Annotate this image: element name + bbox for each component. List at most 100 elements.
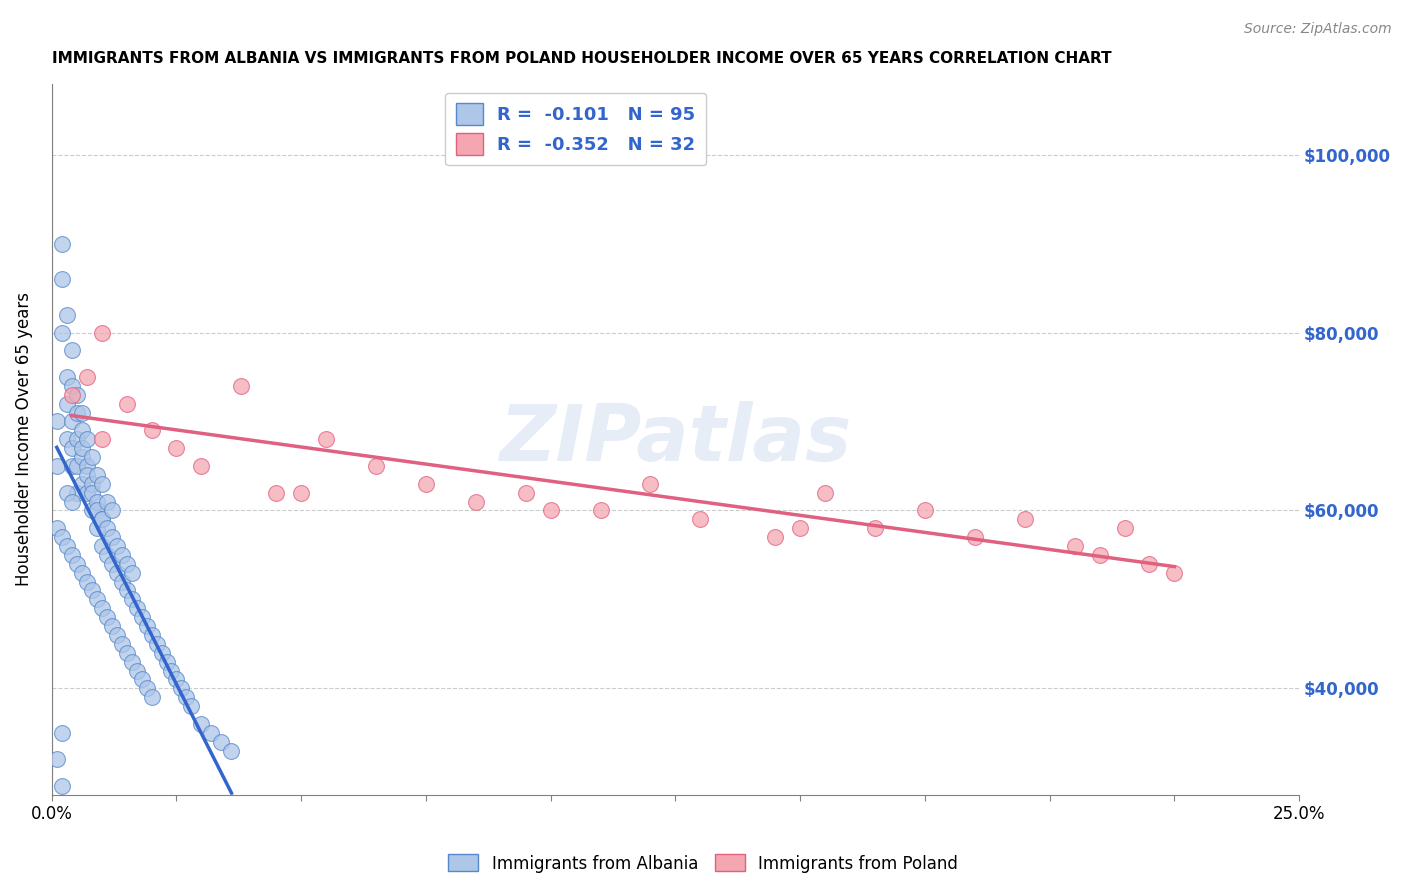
Point (141, 690, 163, 705)
Point (55, 308, 77, 322)
Point (110, 574, 132, 589)
Point (689, 512, 711, 526)
Point (589, 503, 612, 517)
Point (60, 548, 83, 562)
Point (96, 548, 118, 562)
Point (60, 343, 83, 358)
Point (45, 458, 67, 473)
Point (90, 432, 112, 446)
Point (190, 717, 212, 731)
Point (100, 619, 122, 633)
Point (86, 494, 108, 508)
Point (131, 673, 153, 687)
Point (76, 432, 98, 446)
Point (221, 743, 243, 757)
Point (789, 521, 811, 535)
Point (963, 530, 986, 544)
Point (66, 432, 89, 446)
Point (70, 476, 93, 491)
Point (100, 503, 122, 517)
Point (60, 379, 83, 393)
Point (115, 397, 138, 411)
Point (415, 476, 437, 491)
Legend: R =  -0.101   N = 95, R =  -0.352   N = 32: R = -0.101 N = 95, R = -0.352 N = 32 (444, 93, 706, 166)
Point (66, 485, 89, 500)
Point (364, 458, 387, 473)
Point (763, 530, 786, 544)
Point (70, 424, 93, 438)
Point (515, 485, 537, 500)
Point (96, 610, 118, 624)
Point (60, 458, 83, 473)
Point (66, 458, 89, 473)
Point (141, 424, 163, 438)
Point (540, 503, 562, 517)
Point (266, 485, 288, 500)
Point (170, 681, 193, 696)
Point (60, 415, 83, 429)
Point (86, 521, 108, 535)
Point (80, 476, 103, 491)
Point (90, 476, 112, 491)
Point (66, 557, 89, 571)
Point (121, 566, 143, 580)
Point (55, 397, 77, 411)
Point (121, 592, 143, 607)
Point (105, 539, 128, 553)
Point (55, 539, 77, 553)
Point (110, 548, 132, 562)
Point (166, 673, 188, 687)
Point (1114, 521, 1136, 535)
Legend: Immigrants from Albania, Immigrants from Poland: Immigrants from Albania, Immigrants from… (441, 847, 965, 880)
Point (51, 326, 73, 340)
Point (86, 592, 108, 607)
Point (115, 557, 138, 571)
Point (1139, 557, 1161, 571)
Point (76, 467, 98, 482)
Point (51, 272, 73, 286)
Point (90, 512, 112, 526)
Point (1063, 539, 1085, 553)
Point (70, 450, 93, 464)
Point (55, 432, 77, 446)
Point (80, 485, 103, 500)
Point (86, 503, 108, 517)
Point (131, 610, 153, 624)
Point (80, 503, 103, 517)
Point (80, 583, 103, 598)
Point (1163, 566, 1185, 580)
Point (90, 539, 112, 553)
Point (115, 583, 138, 598)
Point (51, 530, 73, 544)
Point (110, 637, 132, 651)
Point (60, 441, 83, 455)
Point (135, 681, 157, 696)
Point (90, 512, 112, 526)
Point (76, 574, 98, 589)
Point (55, 370, 77, 384)
Point (176, 690, 198, 705)
Point (1014, 512, 1036, 526)
Point (814, 485, 837, 500)
Point (200, 726, 222, 740)
Point (180, 699, 202, 714)
Point (105, 566, 128, 580)
Point (45, 415, 67, 429)
Point (70, 441, 93, 455)
Text: IMMIGRANTS FROM ALBANIA VS IMMIGRANTS FROM POLAND HOUSEHOLDER INCOME OVER 65 YEA: IMMIGRANTS FROM ALBANIA VS IMMIGRANTS FR… (52, 51, 1111, 66)
Point (1088, 548, 1111, 562)
Point (141, 628, 163, 642)
Point (45, 752, 67, 766)
Point (60, 388, 83, 402)
Point (70, 406, 93, 420)
Point (166, 441, 188, 455)
Y-axis label: Householder Income Over 65 years: Householder Income Over 65 years (15, 293, 32, 586)
Point (231, 379, 253, 393)
Point (96, 494, 118, 508)
Text: Source: ZipAtlas.com: Source: ZipAtlas.com (1244, 22, 1392, 37)
Point (86, 467, 108, 482)
Point (100, 530, 122, 544)
Point (640, 476, 662, 491)
Point (55, 485, 77, 500)
Point (66, 388, 89, 402)
